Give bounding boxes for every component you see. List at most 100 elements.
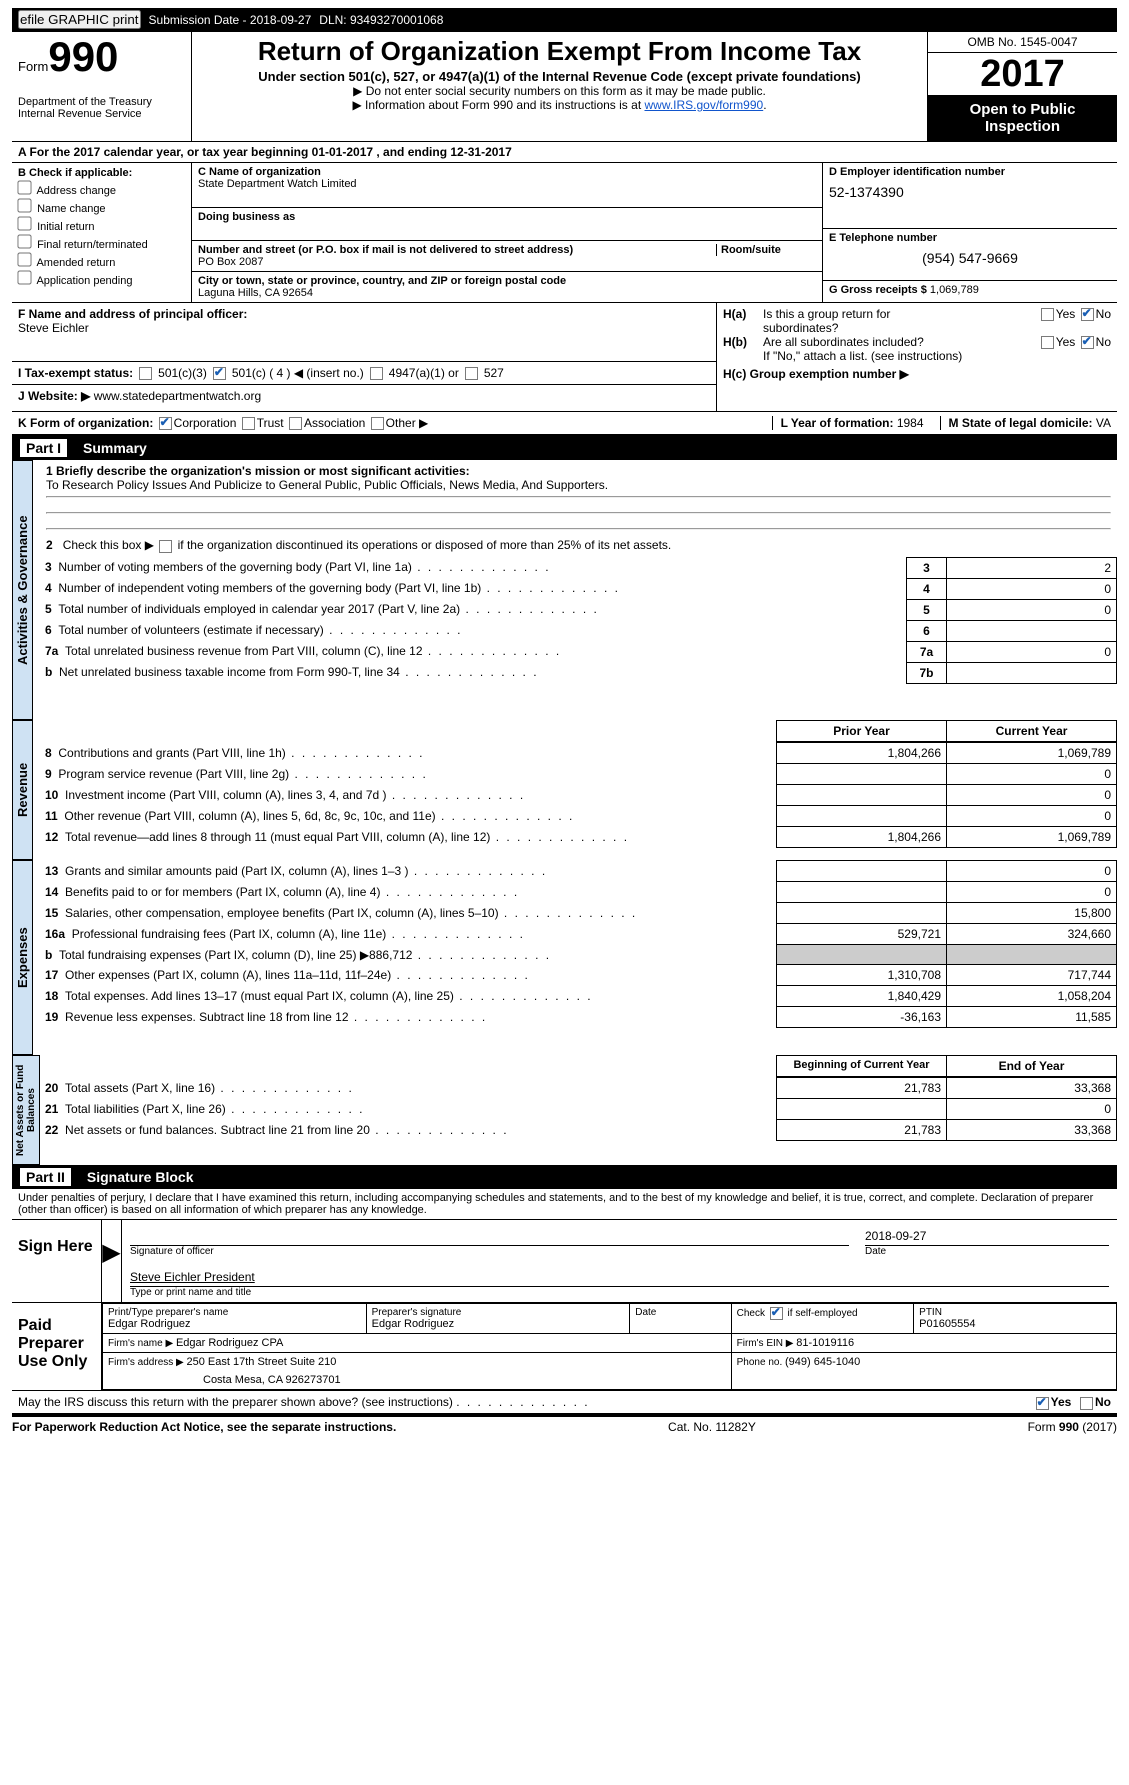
- form-header: Form990 Department of the Treasury Inter…: [12, 31, 1117, 142]
- chk-trust[interactable]: [242, 417, 255, 430]
- sig-date: 2018-09-27: [865, 1229, 926, 1243]
- firm-name: Edgar Rodriguez CPA: [176, 1337, 283, 1349]
- room-label: Room/suite: [721, 244, 816, 256]
- note-info: ▶ Information about Form 990 and its ins…: [200, 98, 919, 112]
- discuss-row: May the IRS discuss this return with the…: [12, 1391, 1117, 1415]
- row-a-tax-year: A For the 2017 calendar year, or tax yea…: [12, 142, 1117, 163]
- table-row: 17 Other expenses (Part IX, column (A), …: [40, 965, 1117, 986]
- table-row: 5 Total number of individuals employed i…: [40, 599, 1117, 620]
- dln-label: DLN: 93493270001068: [319, 13, 443, 27]
- chk-amended-return[interactable]: Amended return: [18, 253, 185, 269]
- omb-number: OMB No. 1545-0047: [928, 32, 1117, 53]
- side-governance: Activities & Governance: [12, 460, 33, 720]
- discontinued-check: 2 Check this box ▶ if the organization d…: [40, 534, 1117, 556]
- year-formation-value: 1984: [897, 416, 924, 430]
- irs-link[interactable]: www.IRS.gov/form990: [644, 98, 763, 112]
- col-b-header: B Check if applicable:: [18, 167, 185, 179]
- hc-label: H(c) Group exemption number ▶: [723, 367, 1111, 381]
- tel-value: (954) 547-9669: [829, 250, 1111, 266]
- chk-hb-yes[interactable]: [1041, 336, 1054, 349]
- website-value: www.statedepartmentwatch.org: [94, 389, 261, 403]
- table-row: 10 Investment income (Part VIII, column …: [40, 785, 1117, 806]
- org-name-value: State Department Watch Limited: [198, 178, 816, 190]
- chk-discuss-no[interactable]: [1080, 1397, 1093, 1410]
- chk-other[interactable]: [371, 417, 384, 430]
- top-bar: efile GRAPHIC print Submission Date - 20…: [12, 8, 1117, 31]
- table-row: b Net unrelated business taxable income …: [40, 662, 1117, 683]
- sig-name: Steve Eichler President: [130, 1270, 255, 1284]
- part1-header: Part I Summary: [12, 436, 1117, 460]
- table-row: 22 Net assets or fund balances. Subtract…: [40, 1120, 1117, 1141]
- state-domicile-label: M State of legal domicile:: [949, 416, 1096, 430]
- chk-address-change[interactable]: Address change: [18, 181, 185, 197]
- chk-name-change[interactable]: Name change: [18, 199, 185, 215]
- year-formation-label: L Year of formation:: [781, 416, 897, 430]
- perjury-declaration: Under penalties of perjury, I declare th…: [12, 1189, 1117, 1219]
- footer-right: Form 990 (2017): [1028, 1420, 1117, 1434]
- footer-left: For Paperwork Reduction Act Notice, see …: [12, 1420, 396, 1434]
- mission-label: 1 Briefly describe the organization's mi…: [46, 464, 470, 478]
- chk-ha-no[interactable]: [1081, 308, 1094, 321]
- part2-header: Part II Signature Block: [12, 1165, 1117, 1189]
- section-b-c-d: B Check if applicable: Address change Na…: [12, 163, 1117, 303]
- side-revenue: Revenue: [12, 720, 33, 860]
- table-row: 21 Total liabilities (Part X, line 26) 0: [40, 1099, 1117, 1120]
- gross-value: 1,069,789: [930, 284, 979, 296]
- tel-label: E Telephone number: [829, 232, 1111, 244]
- officer-value: Steve Eichler: [18, 321, 89, 335]
- chk-initial-return[interactable]: Initial return: [18, 217, 185, 233]
- ein-value: 52-1374390: [829, 184, 1111, 200]
- irs-label: Internal Revenue Service: [18, 108, 185, 120]
- chk-discontinued[interactable]: [159, 540, 172, 553]
- officer-signature-line[interactable]: [130, 1224, 849, 1246]
- table-row: 3 Number of voting members of the govern…: [40, 557, 1117, 578]
- org-name-label: C Name of organization: [198, 166, 816, 178]
- table-row: 12 Total revenue—add lines 8 through 11 …: [40, 827, 1117, 848]
- preparer-signature: Edgar Rodriguez: [372, 1318, 625, 1330]
- chk-discuss-yes[interactable]: [1036, 1397, 1049, 1410]
- table-row: 18 Total expenses. Add lines 13–17 (must…: [40, 986, 1117, 1007]
- sig-officer-caption: Signature of officer: [122, 1246, 857, 1257]
- prior-year-header: Prior Year: [777, 721, 947, 742]
- chk-assoc[interactable]: [289, 417, 302, 430]
- table-row: 16a Professional fundraising fees (Part …: [40, 924, 1117, 945]
- chk-self-employed[interactable]: [770, 1307, 783, 1320]
- side-expenses: Expenses: [12, 860, 33, 1055]
- chk-final-return[interactable]: Final return/terminated: [18, 235, 185, 251]
- sig-name-caption: Type or print name and title: [122, 1287, 1117, 1298]
- chk-4947[interactable]: [370, 367, 383, 380]
- efile-print-button[interactable]: efile GRAPHIC print: [18, 10, 141, 29]
- table-row: 13 Grants and similar amounts paid (Part…: [40, 861, 1117, 882]
- city-value: Laguna Hills, CA 92654: [198, 287, 816, 299]
- paid-preparer-label: Paid Preparer Use Only: [12, 1303, 102, 1390]
- table-row: 14 Benefits paid to or for members (Part…: [40, 882, 1117, 903]
- form-word: Form: [18, 59, 48, 74]
- hb-note: If "No," attach a list. (see instruction…: [723, 349, 1111, 363]
- sign-here-label: Sign Here: [12, 1220, 102, 1302]
- chk-application-pending[interactable]: Application pending: [18, 271, 185, 287]
- city-label: City or town, state or province, country…: [198, 275, 816, 287]
- chk-527[interactable]: [465, 367, 478, 380]
- sig-date-caption: Date: [857, 1246, 1117, 1257]
- end-year-header: End of Year: [947, 1056, 1117, 1077]
- table-row: 8 Contributions and grants (Part VIII, l…: [40, 743, 1117, 764]
- street-label: Number and street (or P.O. box if mail i…: [198, 244, 716, 256]
- form-number: 990: [48, 33, 118, 80]
- firm-phone: (949) 645-1040: [785, 1356, 860, 1368]
- note-ssn: ▶ Do not enter social security numbers o…: [200, 84, 919, 98]
- table-row: 11 Other revenue (Part VIII, column (A),…: [40, 806, 1117, 827]
- side-net-assets: Net Assets or Fund Balances: [12, 1055, 40, 1165]
- footer-mid: Cat. No. 11282Y: [668, 1420, 756, 1434]
- street-value: PO Box 2087: [198, 256, 716, 268]
- chk-hb-no[interactable]: [1081, 336, 1094, 349]
- chk-501c[interactable]: [213, 367, 226, 380]
- chk-corp[interactable]: [159, 417, 172, 430]
- chk-ha-yes[interactable]: [1041, 308, 1054, 321]
- dept-treasury: Department of the Treasury: [18, 96, 185, 108]
- chk-501c3[interactable]: [139, 367, 152, 380]
- table-row: 7a Total unrelated business revenue from…: [40, 641, 1117, 662]
- gross-label: G Gross receipts $: [829, 284, 930, 296]
- mission-value: To Research Policy Issues And Publicize …: [46, 478, 608, 492]
- table-row: 4 Number of independent voting members o…: [40, 578, 1117, 599]
- form-org-label: K Form of organization:: [18, 416, 153, 430]
